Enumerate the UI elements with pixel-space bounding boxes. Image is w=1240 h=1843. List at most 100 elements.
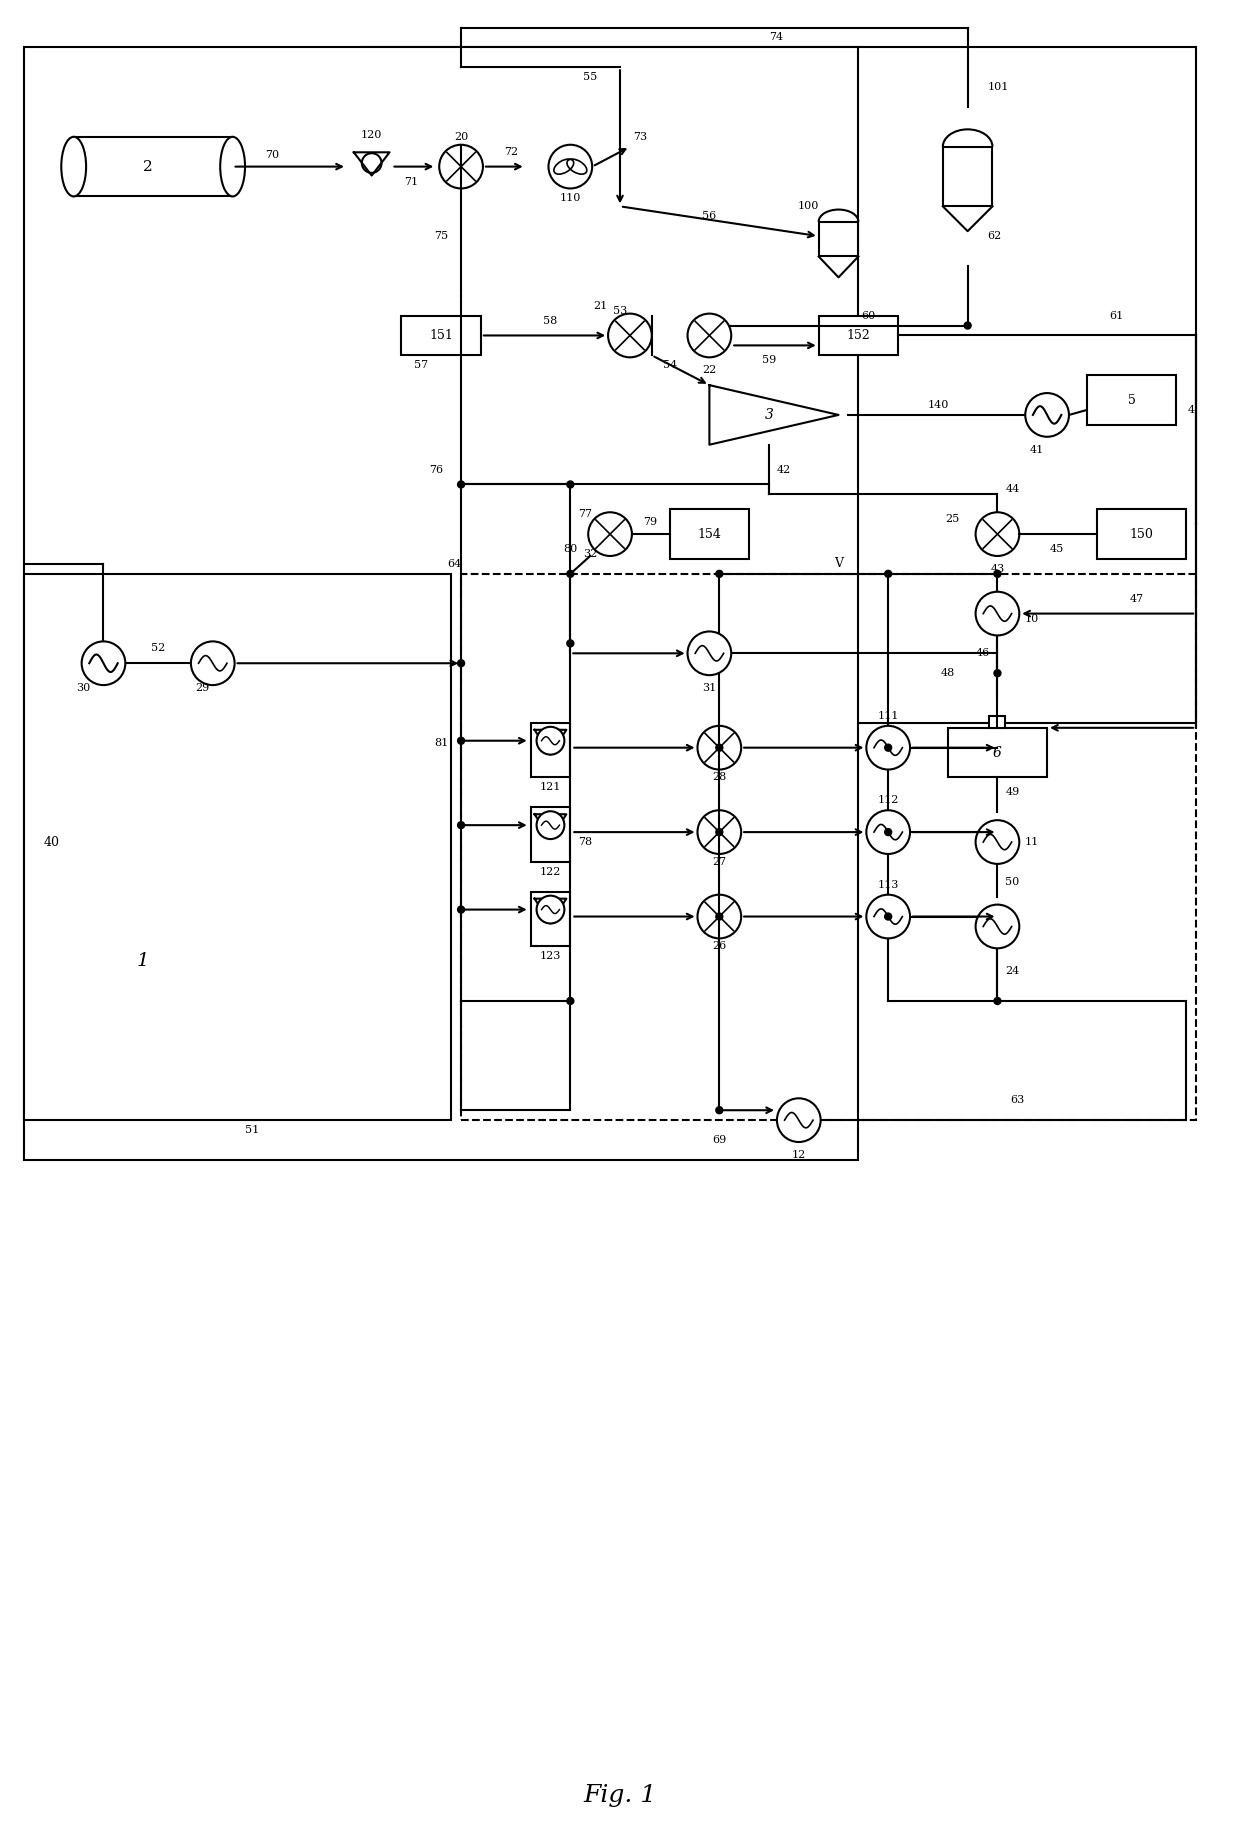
Text: 154: 154 — [697, 527, 722, 540]
Text: 100: 100 — [799, 201, 820, 212]
Bar — [947, 728, 1047, 778]
Text: 21: 21 — [593, 300, 608, 311]
Bar — [818, 315, 898, 356]
Text: 81: 81 — [434, 737, 449, 748]
Text: 11: 11 — [1025, 837, 1039, 848]
Text: 40: 40 — [43, 835, 60, 848]
Text: 52: 52 — [151, 643, 165, 654]
Text: 101: 101 — [987, 83, 1009, 92]
Text: 61: 61 — [1110, 311, 1123, 321]
Text: 42: 42 — [776, 464, 791, 474]
Text: 152: 152 — [847, 328, 870, 343]
Text: 41: 41 — [1030, 444, 1044, 455]
Text: 47: 47 — [1130, 593, 1143, 605]
Text: 123: 123 — [539, 951, 562, 962]
Circle shape — [884, 829, 892, 835]
Text: 150: 150 — [1130, 527, 1153, 540]
Text: 72: 72 — [503, 147, 518, 157]
Bar — [531, 892, 570, 945]
Circle shape — [458, 481, 465, 488]
Circle shape — [567, 481, 574, 488]
Circle shape — [994, 997, 1001, 1004]
Text: 54: 54 — [662, 359, 677, 370]
Circle shape — [82, 641, 125, 686]
Bar — [24, 573, 451, 1121]
Text: 50: 50 — [1006, 877, 1019, 886]
Text: 76: 76 — [429, 464, 444, 474]
Bar — [990, 715, 1006, 728]
Circle shape — [976, 905, 1019, 949]
Circle shape — [567, 997, 574, 1004]
Circle shape — [687, 632, 732, 675]
Text: 57: 57 — [414, 359, 428, 370]
Text: 112: 112 — [878, 796, 899, 805]
Circle shape — [458, 737, 465, 745]
Circle shape — [994, 569, 1001, 577]
Text: 71: 71 — [404, 177, 418, 186]
Circle shape — [976, 820, 1019, 864]
Text: 49: 49 — [1006, 787, 1019, 798]
Circle shape — [976, 592, 1019, 636]
Circle shape — [867, 726, 910, 770]
Text: 10: 10 — [1025, 614, 1039, 623]
Text: 1: 1 — [138, 953, 149, 969]
Ellipse shape — [221, 136, 246, 197]
Text: 79: 79 — [642, 518, 657, 527]
Bar — [402, 315, 481, 356]
Text: 121: 121 — [539, 783, 562, 792]
Text: 2: 2 — [144, 160, 153, 173]
Bar — [24, 48, 858, 1159]
Bar — [362, 48, 1197, 722]
Circle shape — [537, 896, 564, 923]
Text: 73: 73 — [632, 133, 647, 142]
Bar — [531, 807, 570, 863]
Text: 22: 22 — [702, 365, 717, 376]
Text: 74: 74 — [769, 33, 784, 42]
Text: 110: 110 — [559, 194, 582, 203]
Circle shape — [537, 726, 564, 754]
Circle shape — [965, 323, 971, 330]
Circle shape — [884, 912, 892, 920]
Text: 77: 77 — [578, 509, 593, 520]
Circle shape — [867, 811, 910, 853]
Text: 24: 24 — [1006, 966, 1019, 977]
Text: 28: 28 — [712, 772, 727, 783]
Bar — [670, 509, 749, 558]
Circle shape — [777, 1098, 821, 1143]
Text: 26: 26 — [712, 942, 727, 951]
Text: 75: 75 — [434, 230, 449, 241]
Text: 122: 122 — [539, 866, 562, 877]
Text: 45: 45 — [1050, 544, 1064, 555]
Bar — [942, 147, 992, 206]
Ellipse shape — [61, 136, 86, 197]
Text: 69: 69 — [712, 1135, 727, 1145]
Text: 27: 27 — [712, 857, 727, 866]
Bar — [818, 221, 858, 256]
Circle shape — [458, 907, 465, 912]
Text: 63: 63 — [1011, 1095, 1024, 1106]
Circle shape — [567, 640, 574, 647]
Text: 55: 55 — [583, 72, 598, 83]
Circle shape — [884, 569, 892, 577]
Text: 12: 12 — [791, 1150, 806, 1159]
Text: 113: 113 — [878, 879, 899, 890]
Text: 60: 60 — [862, 311, 875, 321]
Text: 3: 3 — [765, 407, 774, 422]
Text: 48: 48 — [941, 669, 955, 678]
Text: 51: 51 — [246, 1124, 259, 1135]
Text: 111: 111 — [878, 711, 899, 721]
Bar — [73, 136, 233, 197]
Bar — [531, 722, 570, 778]
Circle shape — [994, 669, 1001, 676]
Text: 43: 43 — [991, 564, 1004, 573]
Circle shape — [458, 660, 465, 667]
Text: 78: 78 — [578, 837, 593, 848]
Circle shape — [191, 641, 234, 686]
Bar — [1096, 509, 1187, 558]
Circle shape — [567, 569, 574, 577]
Text: 5: 5 — [1127, 394, 1136, 407]
Circle shape — [458, 822, 465, 829]
Text: 70: 70 — [265, 149, 279, 160]
Text: 64: 64 — [446, 558, 461, 569]
Circle shape — [884, 745, 892, 752]
